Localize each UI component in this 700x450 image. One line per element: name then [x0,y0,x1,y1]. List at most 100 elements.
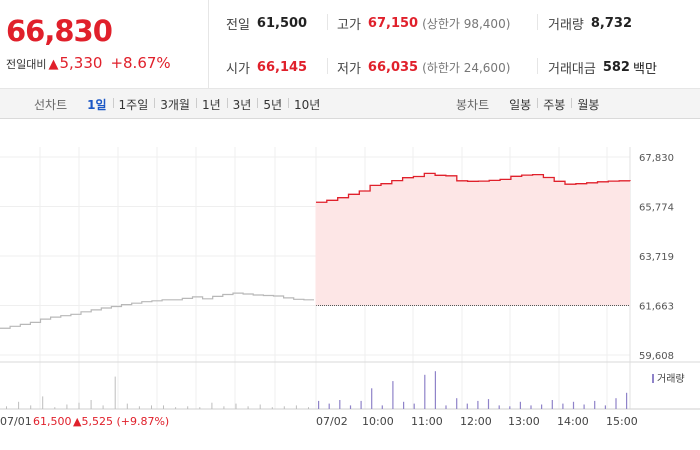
volume-bar [424,374,426,409]
change-value: 5,330 [59,54,103,72]
volume-legend-label: 거래량 [657,373,685,385]
volume-bars: 거래량 [6,371,685,409]
volume-bar [235,403,237,409]
volume-bar [66,404,68,409]
line-chart-periods: 선차트 1일 1주일 3개월 1년 3년 5년 10년 [34,89,326,119]
prev-day-change-label: ▲5,525 (+9.87%) [73,415,169,428]
upper-limit: (상한가 98,400) [422,16,511,31]
volume-bar [78,402,80,409]
volume-value: 8,732 [590,15,633,31]
period-3m[interactable]: 3개월 [154,96,196,113]
y-tick-labels: 67,830 65,774 63,719 61,663 59,608 [639,153,674,362]
candle-monthly[interactable]: 월봉 [571,96,605,113]
volume-bar [371,388,373,409]
price-chart-svg: 67,830 65,774 63,719 61,663 59,608 거래량 07/02… [0,147,700,428]
candle-daily[interactable]: 일봉 [509,97,532,112]
high-cell: 고가 67,150 (상한가 98,400) [337,1,510,45]
y-tick-label: 67,830 [639,153,674,164]
volume-bar [626,392,628,409]
line-chart-title: 선차트 [34,97,68,112]
volume-bar [223,406,225,409]
x-tick-label: 13:00 [508,415,540,428]
period-3y[interactable]: 3년 [226,96,258,113]
stock-header: 66,830 전일대비 ▲ 5,330 +8.67% 전일 61,500 고가 … [0,0,700,89]
period-1w[interactable]: 1주일 [112,96,155,113]
x-tick-labels: 07/02 10:00 11:00 12:00 13:00 14:00 15:00 07/01… [0,415,638,428]
volume-bar [562,403,564,409]
volume-bar [519,401,521,409]
prev-day-line [0,292,314,329]
trade-value-cell: 거래대금 582 백만 [548,45,657,89]
volume-bar [283,406,285,409]
candle-weekly[interactable]: 주봉 [537,96,571,113]
price-info-grid: 전일 61,500 고가 67,150 (상한가 98,400) 거래량 8,7… [210,0,700,89]
x-tick-label: 14:00 [557,415,589,428]
high-label: 고가 [337,17,361,33]
change-row: 전일대비 ▲ 5,330 +8.67% [6,54,171,72]
volume-bar [318,400,320,409]
volume-bar [187,406,189,409]
y-tick-label: 65,774 [639,203,674,214]
volume-bar [6,406,7,409]
volume-bar [509,406,511,409]
change-label: 전일대비 [6,58,47,71]
volume-bar [126,403,128,409]
low-label: 저가 [337,61,361,77]
candle-chart-periods: 봉차트 일봉 주봉 월봉 [456,89,605,119]
volume-bar [583,404,585,409]
volume-bar [114,376,116,409]
volume-bar [339,400,341,409]
volume-bar [594,400,596,409]
y-tick-label: 59,608 [639,351,674,362]
prev-close-value: 61,500 [256,15,308,31]
x-tick-label: 07/02 [316,415,348,428]
volume-bar [163,405,164,409]
period-10y[interactable]: 10년 [288,96,326,113]
x-tick-label: 11:00 [411,415,443,428]
volume-bar [90,400,92,409]
chart-toolbar: 선차트 1일 1주일 3개월 1년 3년 5년 10년 봉차트 일봉 주봉 월봉 [0,89,700,119]
volume-bar [530,405,532,409]
prev-day-date-label: 07/01 [0,415,32,428]
low-cell: 저가 66,035 (하한가 24,600) [337,45,510,89]
volume-bar [434,371,436,409]
divider [537,14,538,30]
y-tick-label: 63,719 [639,252,674,263]
up-triangle-icon: ▲ [48,57,59,72]
volume-bar [102,405,104,409]
volume-legend-swatch [652,374,654,383]
today-price-line [316,172,631,203]
volume-bar [477,400,479,409]
price-summary: 66,830 전일대비 ▲ 5,330 +8.67% [0,0,209,89]
volume-bar [498,405,500,409]
volume-bar [615,398,617,409]
trade-value-value: 582 [602,59,630,75]
y-tick-label: 61,663 [639,302,674,313]
volume-bar [247,406,249,409]
volume-bar [541,404,543,409]
volume-bar [54,407,56,409]
x-tick-label: 15:00 [606,415,638,428]
volume-bar [295,405,297,409]
volume-bar [572,401,575,409]
volume-bar [42,396,44,409]
period-5y[interactable]: 5년 [257,96,288,113]
change-percent: +8.67% [110,54,171,72]
volume-bar [456,398,458,409]
volume-bar [381,405,383,409]
today-area-fill [316,173,630,306]
volume-bar [487,399,490,409]
volume-cell: 거래량 8,732 [548,1,632,45]
volume-bar [328,403,330,409]
volume-bar [211,402,213,409]
open-value: 66,145 [256,59,308,75]
volume-bar [259,404,261,409]
volume-bar [604,405,606,409]
volume-label: 거래량 [548,17,584,33]
period-1d[interactable]: 1일 [87,97,107,112]
volume-bar [392,381,394,409]
volume-bar [138,406,140,409]
period-1y[interactable]: 1년 [195,96,227,113]
volume-bar [175,407,177,409]
prev-day-price-label: 61,500 [33,415,72,428]
